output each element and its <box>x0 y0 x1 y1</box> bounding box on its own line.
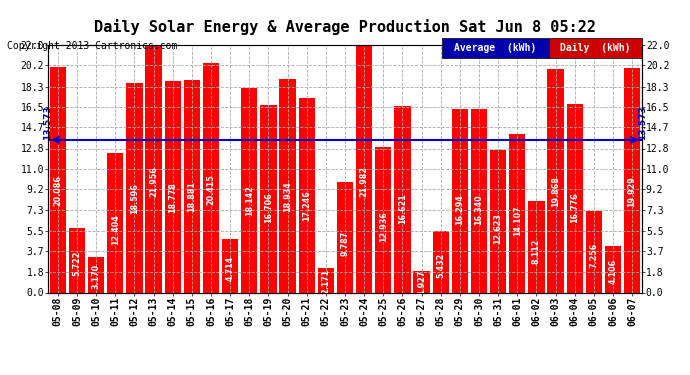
Text: 20.086: 20.086 <box>53 176 62 206</box>
Bar <box>146 45 161 292</box>
Bar <box>547 69 564 292</box>
Bar <box>433 231 449 292</box>
Text: 21.982: 21.982 <box>359 166 368 197</box>
Bar <box>241 88 257 292</box>
Text: 14.107: 14.107 <box>513 206 522 236</box>
Text: 19.929: 19.929 <box>628 176 637 207</box>
Text: Daily Solar Energy & Average Production Sat Jun 8 05:22: Daily Solar Energy & Average Production … <box>94 19 596 35</box>
Text: 18.142: 18.142 <box>245 185 254 216</box>
Text: 16.621: 16.621 <box>398 193 407 224</box>
Text: 16.706: 16.706 <box>264 193 273 223</box>
Bar <box>337 182 353 292</box>
Bar <box>394 105 411 292</box>
Bar <box>375 147 391 292</box>
Text: 18.778: 18.778 <box>168 182 177 213</box>
Text: 17.246: 17.246 <box>302 190 311 220</box>
Text: 12.623: 12.623 <box>493 213 502 244</box>
Bar <box>317 268 334 292</box>
Text: Average  (kWh): Average (kWh) <box>454 43 536 53</box>
Text: 18.934: 18.934 <box>283 181 292 212</box>
Bar <box>126 83 143 292</box>
Text: 12.936: 12.936 <box>379 211 388 242</box>
Text: Daily  (kWh): Daily (kWh) <box>560 43 631 53</box>
Bar <box>566 104 583 292</box>
Bar <box>260 105 277 292</box>
Text: 13.573: 13.573 <box>43 105 52 140</box>
Text: 20.415: 20.415 <box>206 174 215 204</box>
Text: 16.294: 16.294 <box>455 195 464 225</box>
Bar <box>222 240 238 292</box>
Bar <box>88 257 104 292</box>
Bar <box>605 246 621 292</box>
Bar <box>413 271 430 292</box>
Text: 9.787: 9.787 <box>340 230 350 256</box>
Bar <box>203 63 219 292</box>
Text: 5.432: 5.432 <box>436 252 445 278</box>
Text: 18.881: 18.881 <box>188 182 197 212</box>
Bar <box>586 211 602 292</box>
Text: 7.256: 7.256 <box>589 243 598 268</box>
Text: 16.340: 16.340 <box>475 195 484 225</box>
Bar <box>529 201 544 292</box>
Text: 4.714: 4.714 <box>226 256 235 281</box>
Bar <box>69 228 85 292</box>
Text: 19.868: 19.868 <box>551 177 560 207</box>
Text: Copyright 2013 Cartronics.com: Copyright 2013 Cartronics.com <box>7 41 177 51</box>
Bar <box>624 68 640 292</box>
Text: 21.956: 21.956 <box>149 166 158 197</box>
Text: 18.596: 18.596 <box>130 183 139 214</box>
Text: 12.404: 12.404 <box>111 214 120 245</box>
Text: 8.112: 8.112 <box>532 239 541 264</box>
Bar <box>471 109 487 292</box>
Text: 13.573: 13.573 <box>638 105 647 140</box>
Bar <box>356 45 373 292</box>
Text: 5.722: 5.722 <box>72 251 81 276</box>
Bar <box>279 80 296 292</box>
Bar <box>509 134 525 292</box>
Bar <box>452 109 468 292</box>
Text: 1.927: 1.927 <box>417 270 426 296</box>
Bar <box>165 81 181 292</box>
Text: 2.171: 2.171 <box>322 269 331 294</box>
Text: 4.106: 4.106 <box>609 259 618 284</box>
Bar <box>107 153 124 292</box>
Text: 16.776: 16.776 <box>570 192 579 223</box>
Bar <box>299 99 315 292</box>
Bar <box>490 150 506 292</box>
Text: 3.170: 3.170 <box>92 264 101 289</box>
Bar <box>184 80 200 292</box>
Bar <box>50 66 66 292</box>
